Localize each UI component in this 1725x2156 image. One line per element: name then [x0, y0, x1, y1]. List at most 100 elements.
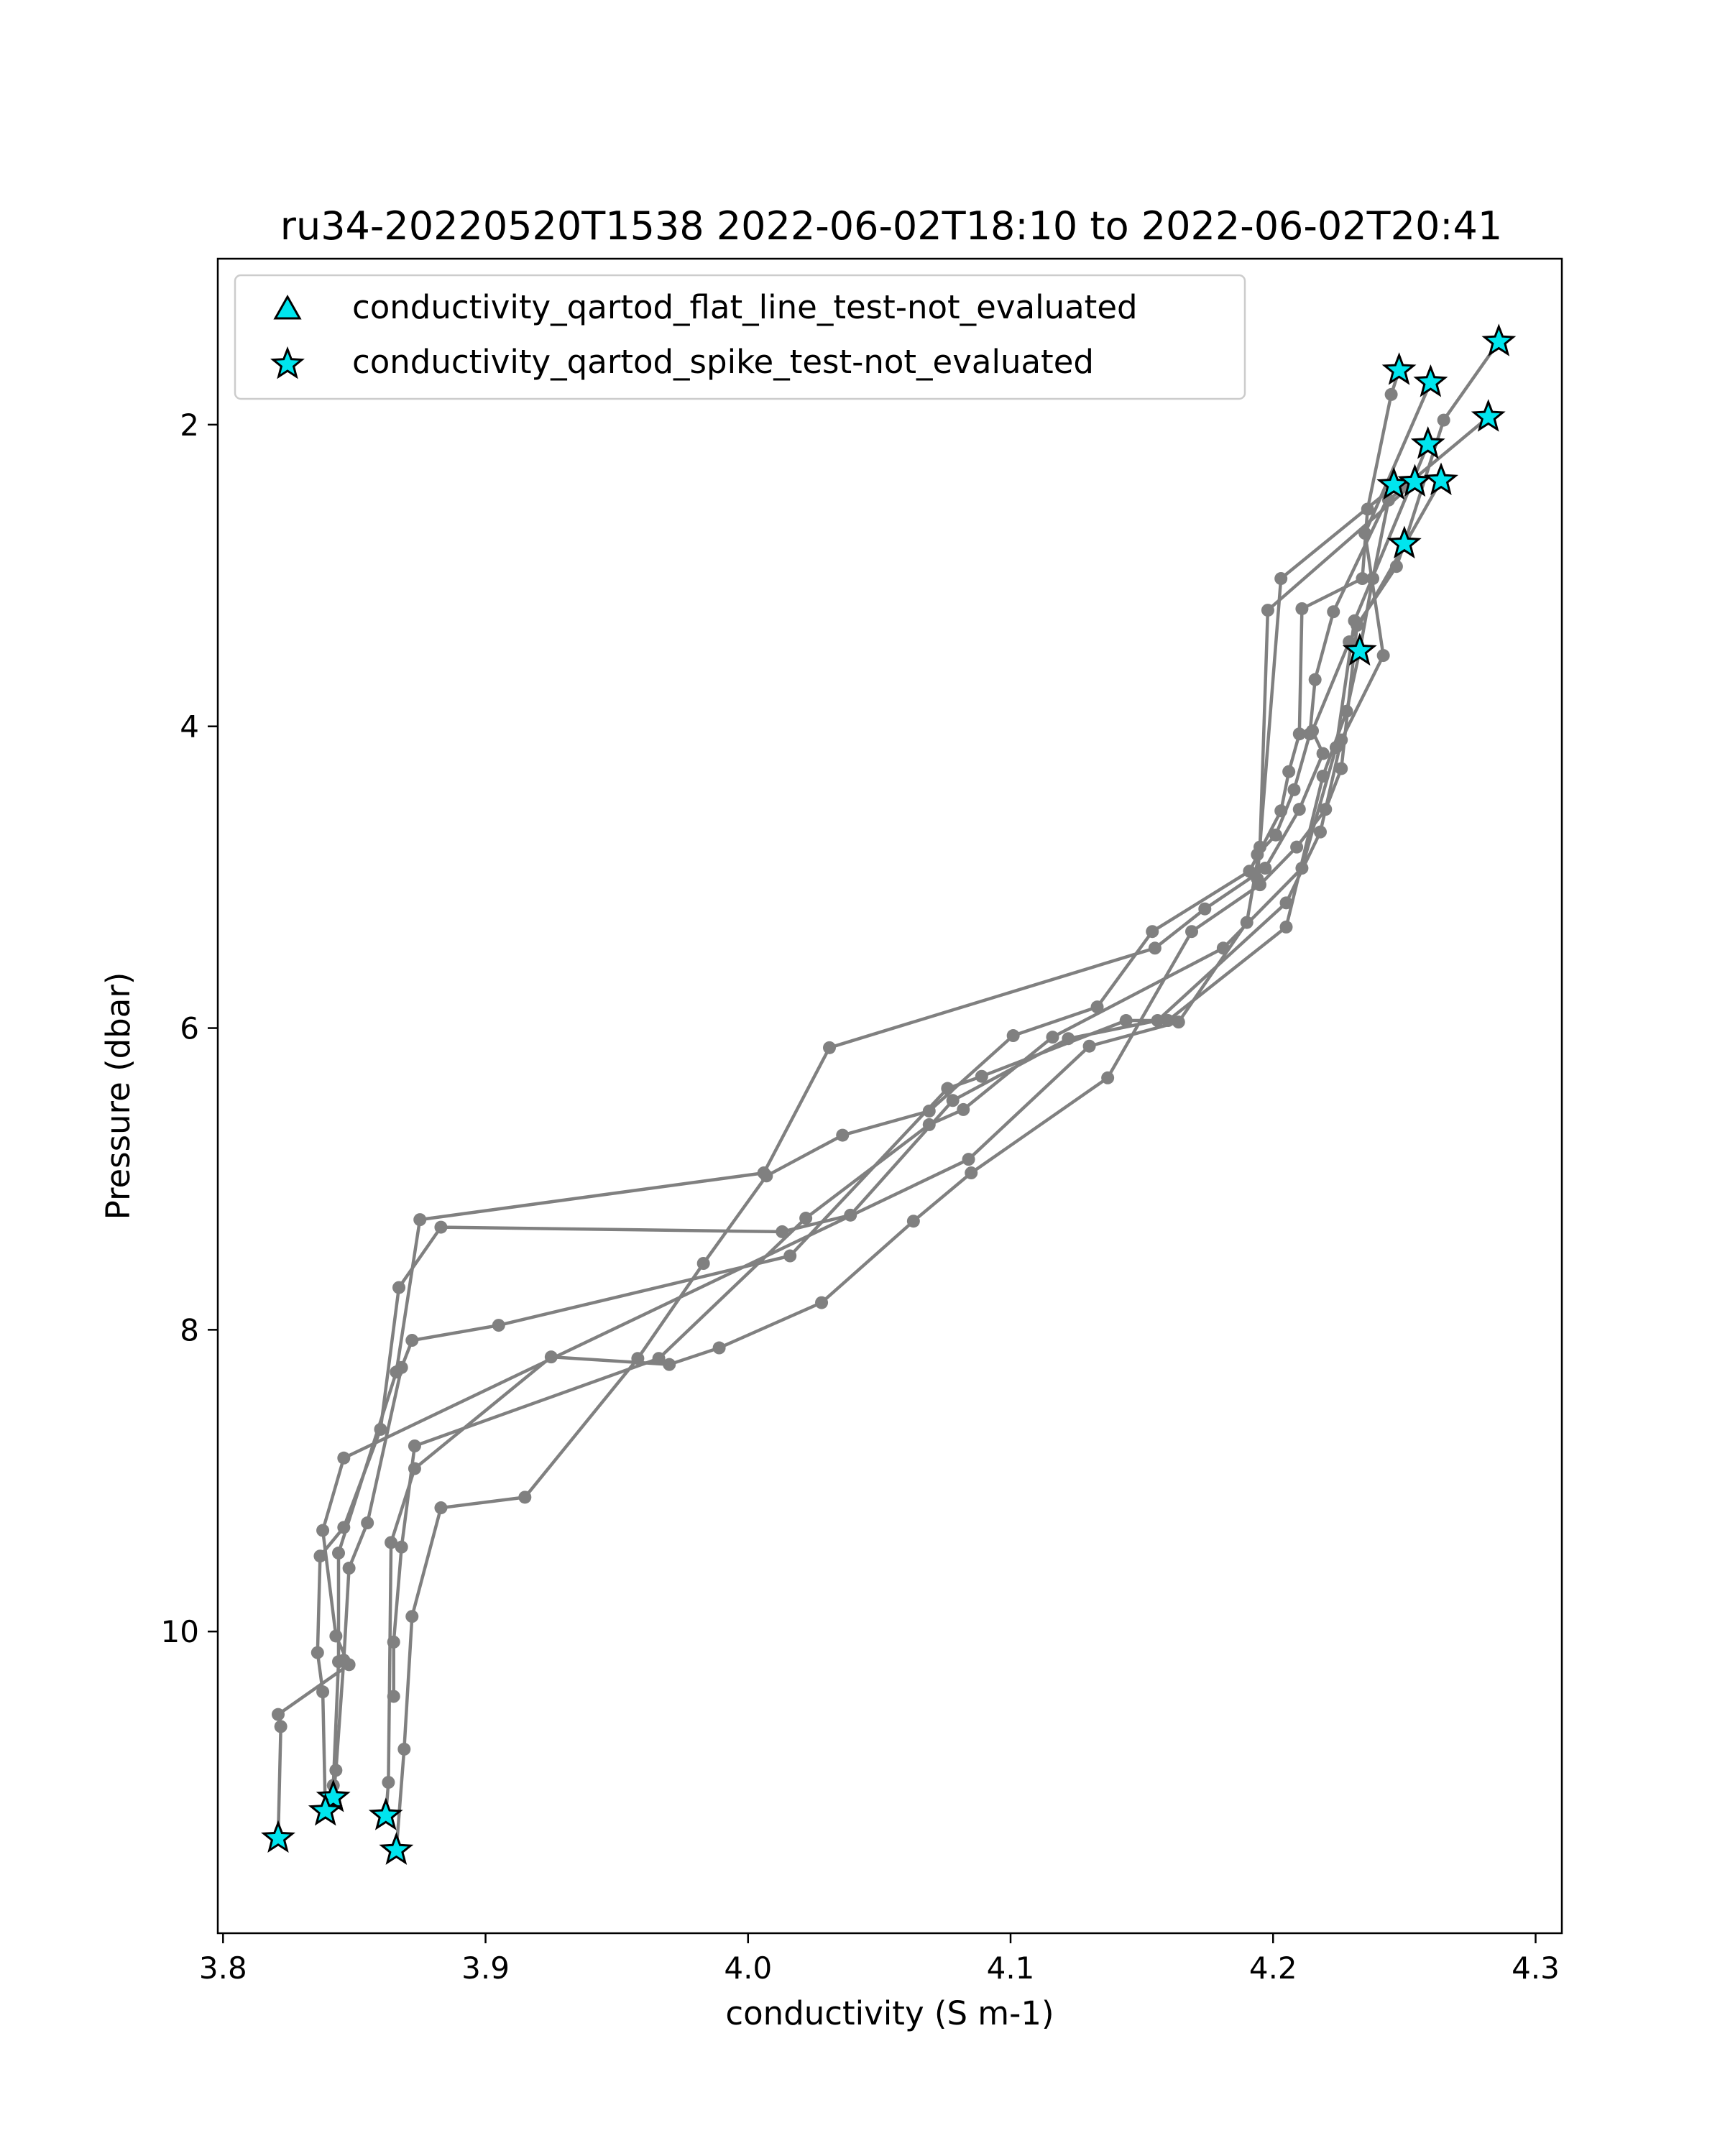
x-tick-label: 3.8	[199, 1950, 247, 1986]
x-tick-label: 4.2	[1249, 1950, 1297, 1986]
profile-point	[434, 1220, 448, 1234]
plot-frame	[216, 257, 1563, 1935]
profile-point	[712, 1341, 726, 1355]
profile-point	[1046, 1031, 1059, 1044]
profile-point	[1279, 920, 1293, 934]
profile-point	[1327, 605, 1340, 619]
profile-point	[1101, 1071, 1115, 1084]
profile-point	[1269, 828, 1282, 842]
profile-point	[316, 1685, 330, 1699]
profile-point	[1287, 783, 1301, 796]
legend-star-icon	[270, 346, 305, 379]
profile-point	[332, 1547, 346, 1560]
profile-point	[922, 1118, 936, 1131]
spike-flags	[261, 323, 1517, 1865]
profile-point	[941, 1082, 954, 1095]
profile-point	[757, 1166, 770, 1180]
y-tick-label: 2	[180, 407, 199, 443]
profile-point	[1292, 727, 1306, 741]
profile-point	[387, 1635, 400, 1649]
profile-point	[1279, 896, 1293, 910]
profile-line	[331, 479, 1443, 1786]
legend-triangle-icon	[273, 294, 302, 320]
profile-point	[776, 1225, 789, 1238]
profile-point	[1261, 604, 1274, 617]
profile-point	[663, 1358, 676, 1371]
profile-point	[408, 1439, 421, 1452]
profile-point	[518, 1491, 532, 1504]
profile-point	[975, 1069, 988, 1083]
profile-point	[382, 1776, 395, 1789]
spike-flag-star	[1424, 462, 1458, 495]
spike-flag-star	[261, 1820, 295, 1853]
x-tick-label: 4.3	[1512, 1950, 1560, 1986]
profile-point	[313, 1549, 327, 1563]
profile-point	[1082, 1039, 1096, 1053]
profile-point	[1329, 741, 1343, 755]
profile-line	[395, 369, 1401, 1851]
spike-flag-star	[316, 1779, 351, 1812]
profile-point	[492, 1319, 505, 1332]
spike-flag-star	[1342, 632, 1377, 666]
profile-point	[342, 1658, 356, 1672]
profile-series	[272, 335, 1506, 1857]
chart-title: ru34-20220520T1538 2022-06-02T18:10 to 2…	[280, 203, 1502, 249]
profile-point	[395, 1540, 408, 1554]
profile-point	[1259, 862, 1272, 875]
y-axis-label: Pressure (dbar)	[99, 972, 137, 1220]
profile-point	[1292, 803, 1306, 816]
profile-point	[329, 1629, 343, 1643]
y-tick-label: 10	[161, 1614, 199, 1649]
legend-entry-flat-line: conductivity_qartod_flat_line_test-not_e…	[352, 288, 1138, 326]
profile-point	[1282, 765, 1296, 778]
profile-point	[1090, 1000, 1104, 1014]
x-axis-label: conductivity (S m-1)	[725, 1994, 1054, 2032]
legend-box	[234, 274, 1246, 400]
x-tick-label: 4.0	[724, 1950, 772, 1986]
spike-flag-star	[1410, 426, 1445, 459]
star-marker	[270, 346, 305, 379]
triangle-marker	[273, 294, 302, 320]
profile-point	[310, 1646, 324, 1659]
profile-point	[405, 1610, 419, 1623]
profile-point	[965, 1166, 978, 1180]
profile-point	[1316, 747, 1330, 760]
profile-point	[1240, 916, 1254, 929]
spike-flag-star	[368, 1797, 403, 1830]
y-axis: 2 4 6 8 10	[161, 407, 218, 1649]
profile-point	[1119, 1014, 1133, 1028]
profile-point	[337, 1451, 351, 1465]
profile-point	[332, 1655, 346, 1669]
profile-point	[922, 1104, 936, 1118]
y-tick-label: 6	[180, 1011, 199, 1046]
profile-point	[1384, 387, 1398, 401]
profile-point	[1290, 840, 1304, 854]
profile-point	[1308, 673, 1322, 686]
profile-point	[815, 1296, 829, 1309]
profile-point	[1253, 840, 1266, 854]
profile-point	[1148, 941, 1162, 955]
profile-point	[361, 1516, 374, 1530]
profile-point	[272, 1708, 285, 1721]
profile-point	[1146, 925, 1159, 939]
profile-point	[1172, 1015, 1185, 1029]
profile-line	[392, 443, 1430, 1697]
profile-point	[1295, 602, 1309, 615]
spike-flag-star	[1381, 352, 1417, 385]
profile-point	[329, 1764, 343, 1777]
x-axis: 3.8 3.9 4.0 4.1 4.2 4.3	[199, 1933, 1560, 1986]
profile-point	[405, 1334, 419, 1348]
profile-point	[390, 1365, 403, 1379]
profile-point	[392, 1281, 406, 1294]
profile-point	[1006, 1029, 1020, 1043]
profile-point	[783, 1249, 797, 1263]
profile-point	[387, 1690, 400, 1703]
profile-point	[1306, 724, 1320, 738]
profile-point	[906, 1215, 920, 1228]
legend: conductivity_qartod_flat_line_test-not_e…	[234, 274, 1246, 400]
profile-point	[274, 1720, 288, 1733]
spike-flag-star	[1386, 525, 1422, 559]
profile-point	[316, 1524, 330, 1537]
profile-point	[1198, 902, 1212, 916]
